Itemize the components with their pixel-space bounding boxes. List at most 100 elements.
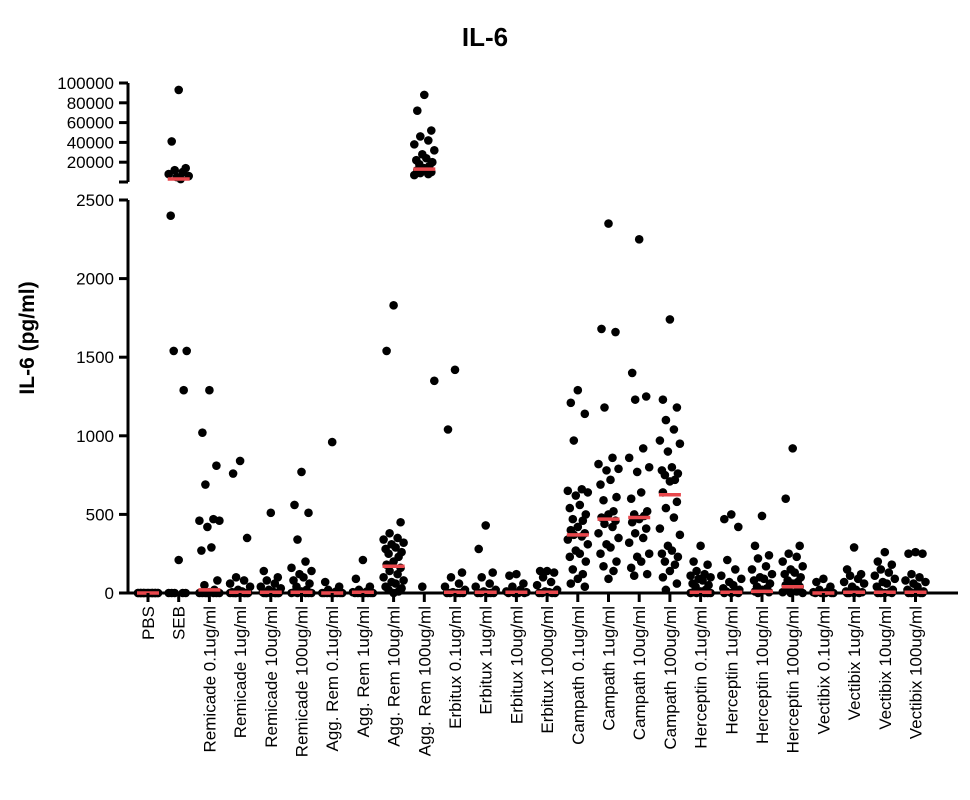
data-point [301, 557, 310, 566]
data-point [706, 572, 715, 582]
category-label: Campath 1ug/ml [600, 606, 619, 731]
data-point [231, 572, 241, 582]
data-point [205, 385, 214, 395]
data-point [488, 568, 498, 577]
data-point [599, 495, 608, 505]
data-point [636, 488, 646, 497]
data-point [179, 385, 188, 395]
data-point [427, 126, 436, 135]
data-point [686, 571, 695, 581]
category-label: PBS [139, 606, 158, 640]
data-point [764, 550, 774, 560]
data-point [485, 579, 495, 588]
data-point [259, 566, 269, 576]
data-point [512, 569, 521, 579]
data-point [549, 568, 559, 577]
category-label: Vectibix 100ug/ml [907, 606, 926, 739]
data-point [658, 572, 668, 582]
data-point [675, 530, 685, 540]
data-point [197, 546, 206, 555]
data-point [884, 568, 894, 577]
category-label: Erbitux 1ug/ml [477, 606, 496, 715]
data-point [195, 516, 204, 525]
data-point [594, 459, 603, 469]
data-point [418, 582, 427, 592]
data-point [596, 549, 605, 558]
data-point [225, 579, 235, 588]
data-point [644, 549, 654, 558]
data-point [624, 538, 634, 547]
data-point [612, 492, 621, 502]
data-point [443, 425, 453, 434]
data-point [788, 444, 797, 453]
category-label: Agg. Rem 1ug/ml [354, 606, 373, 737]
data-point [457, 568, 467, 577]
data-point [212, 461, 221, 470]
data-point [734, 522, 743, 532]
category-label: Herceptin 0.1ug/ml [692, 606, 711, 749]
data-point [675, 439, 685, 448]
data-point [474, 544, 484, 554]
data-point [853, 574, 863, 584]
data-point [747, 565, 757, 574]
data-point [644, 462, 654, 472]
data-point [477, 572, 487, 582]
data-point [819, 574, 828, 584]
data-point [696, 541, 705, 551]
data-point [599, 561, 608, 571]
data-point [297, 467, 306, 477]
category-label: Campath 0.1ug/ml [569, 606, 588, 745]
data-point [170, 588, 179, 598]
data-point [630, 395, 640, 404]
data-point [600, 403, 609, 412]
data-point [266, 508, 276, 518]
y-tick-label: 100000 [57, 74, 114, 93]
data-point [565, 503, 575, 513]
category-label: Erbitux 0.1ug/ml [446, 606, 465, 729]
data-point [198, 428, 207, 437]
data-point [759, 574, 769, 584]
category-label: Agg. Rem 0.1ug/ml [323, 606, 342, 752]
data-point [580, 582, 590, 592]
data-point [737, 574, 746, 584]
data-point [880, 547, 890, 557]
data-point [611, 327, 620, 337]
data-point [673, 552, 683, 562]
data-point [203, 522, 212, 532]
data-point [320, 577, 330, 587]
category-label: SEB [170, 606, 189, 640]
data-point [630, 528, 640, 538]
data-point [379, 535, 388, 544]
category-label: Vectibix 0.1ug/ml [814, 606, 833, 735]
data-point [290, 500, 299, 510]
data-point [167, 137, 176, 146]
data-point [757, 511, 767, 521]
data-point [642, 569, 652, 579]
data-point [389, 557, 398, 566]
y-tick-label: 40000 [67, 133, 114, 152]
y-tick-label: 2000 [76, 270, 114, 289]
data-point [563, 535, 573, 544]
category-label: Remicade 1ug/ml [231, 606, 250, 738]
data-point [660, 470, 670, 480]
data-point [624, 453, 634, 463]
data-point [839, 577, 849, 587]
data-point [178, 588, 187, 598]
data-point [379, 572, 388, 582]
data-point [658, 395, 668, 404]
data-point [600, 519, 609, 529]
data-point [424, 136, 433, 145]
data-point [636, 557, 646, 566]
chart-title: IL-6 [461, 22, 509, 52]
data-point [532, 580, 542, 590]
data-point [174, 85, 183, 95]
data-point [669, 425, 679, 434]
data-points [133, 85, 930, 598]
data-point [753, 554, 763, 563]
data-point [293, 535, 302, 544]
data-point [565, 552, 575, 562]
data-point [393, 569, 402, 579]
data-point [606, 475, 615, 485]
data-point [729, 580, 738, 590]
data-point [723, 555, 732, 565]
